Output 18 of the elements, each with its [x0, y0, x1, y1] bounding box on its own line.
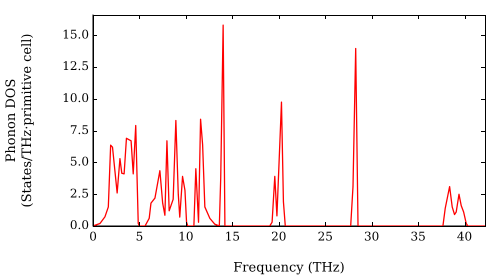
- y-tick-label: 7.5: [70, 122, 89, 137]
- y-tick-label: 10.0: [62, 91, 89, 106]
- x-tick-label: 35: [410, 229, 426, 244]
- y-tick-label: 2.5: [70, 186, 89, 200]
- x-tick-label: 20: [271, 229, 286, 244]
- x-tick-label: 10: [178, 229, 194, 244]
- x-tick-label: 0: [89, 229, 97, 244]
- x-tick-label: 40: [456, 229, 472, 244]
- y-axis-title: Phonon DOS (States/THz·primitive cell): [4, 33, 35, 208]
- y-tick-label: 0.0: [70, 218, 89, 232]
- x-tick-label: 25: [318, 229, 333, 244]
- x-tick-label: 5: [136, 229, 144, 244]
- x-tick-label: 30: [364, 229, 380, 244]
- y-tick-label: 12.5: [62, 59, 89, 74]
- y-tick-label: 5.0: [70, 154, 89, 169]
- x-axis-title: Frequency (THz): [233, 260, 345, 276]
- y-tick-label: 15.0: [62, 27, 89, 42]
- x-tick-label: 15: [224, 229, 240, 244]
